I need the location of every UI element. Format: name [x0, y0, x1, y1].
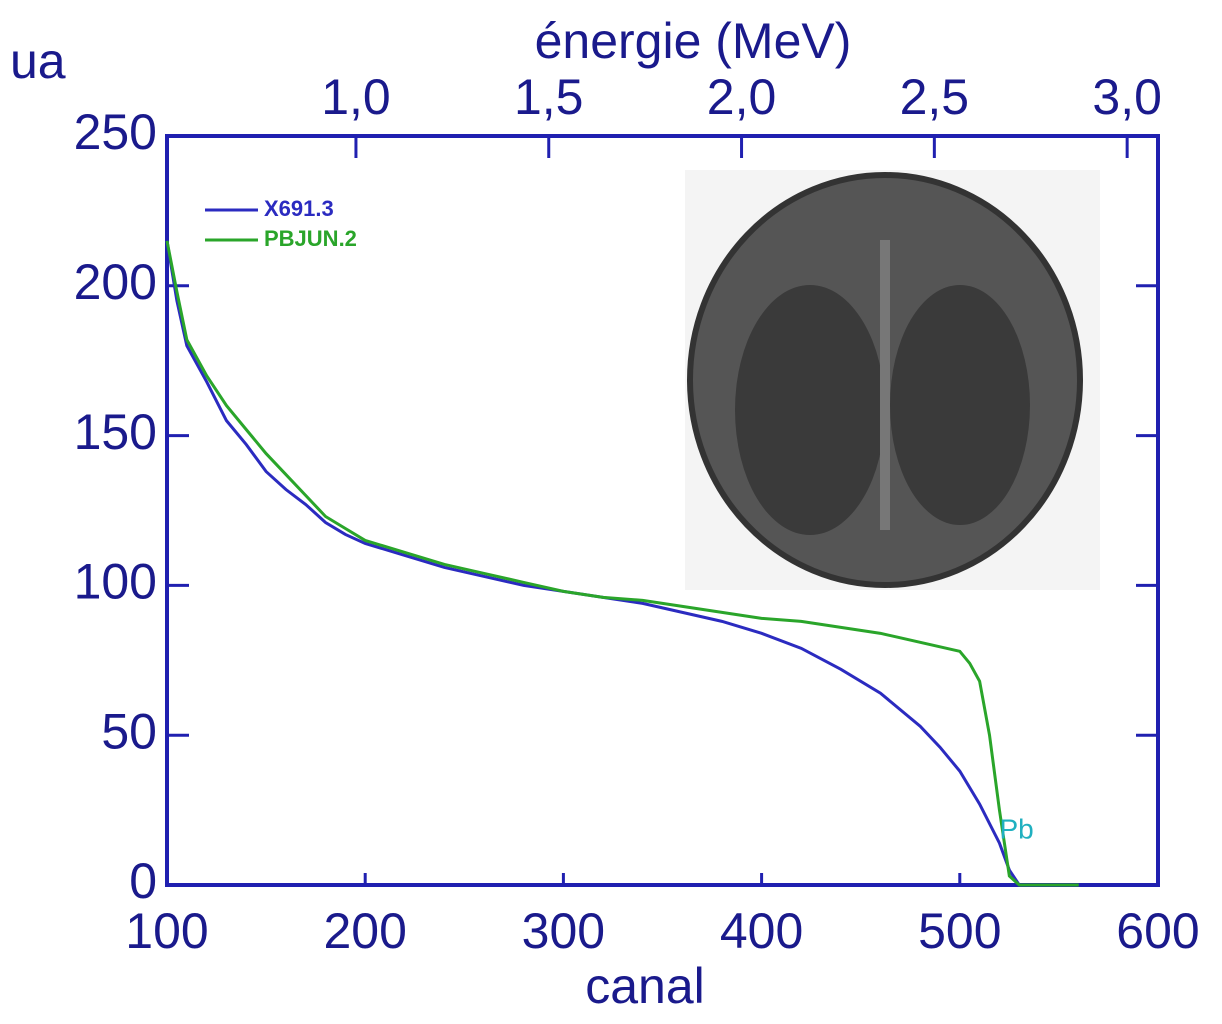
- top-tick-label: 2,5: [900, 69, 970, 125]
- top-tick-label: 1,5: [514, 69, 584, 125]
- x-tick-label: 500: [918, 903, 1001, 959]
- top-axis-label: énergie (MeV): [535, 13, 852, 69]
- x-tick-label: 400: [720, 903, 803, 959]
- top-tick-label: 2,0: [707, 69, 777, 125]
- y-axis-label: ua: [10, 33, 66, 89]
- top-tick-label: 3,0: [1092, 69, 1162, 125]
- legend-label: PBJUN.2: [264, 226, 357, 251]
- plot-frame: [165, 134, 1160, 887]
- y-tick-label: 250: [74, 104, 157, 160]
- annotation: Pb: [999, 813, 1033, 844]
- x-tick-label: 100: [125, 903, 208, 959]
- seal-face: [890, 285, 1030, 525]
- top-tick-label: 1,0: [321, 69, 391, 125]
- x-tick-label: 300: [522, 903, 605, 959]
- x-tick-label: 200: [323, 903, 406, 959]
- y-tick-label: 0: [129, 853, 157, 909]
- y-tick-label: 200: [74, 254, 157, 310]
- legend-label: X691.3: [264, 196, 334, 221]
- x-tick-label: 600: [1116, 903, 1199, 959]
- series-line: [165, 240, 1079, 887]
- x-axis-label: canal: [585, 958, 705, 1014]
- seal-inset: [685, 170, 1100, 590]
- y-tick-label: 50: [101, 703, 157, 759]
- y-tick-label: 100: [74, 554, 157, 610]
- seal-face: [735, 285, 885, 535]
- y-tick-label: 150: [74, 404, 157, 460]
